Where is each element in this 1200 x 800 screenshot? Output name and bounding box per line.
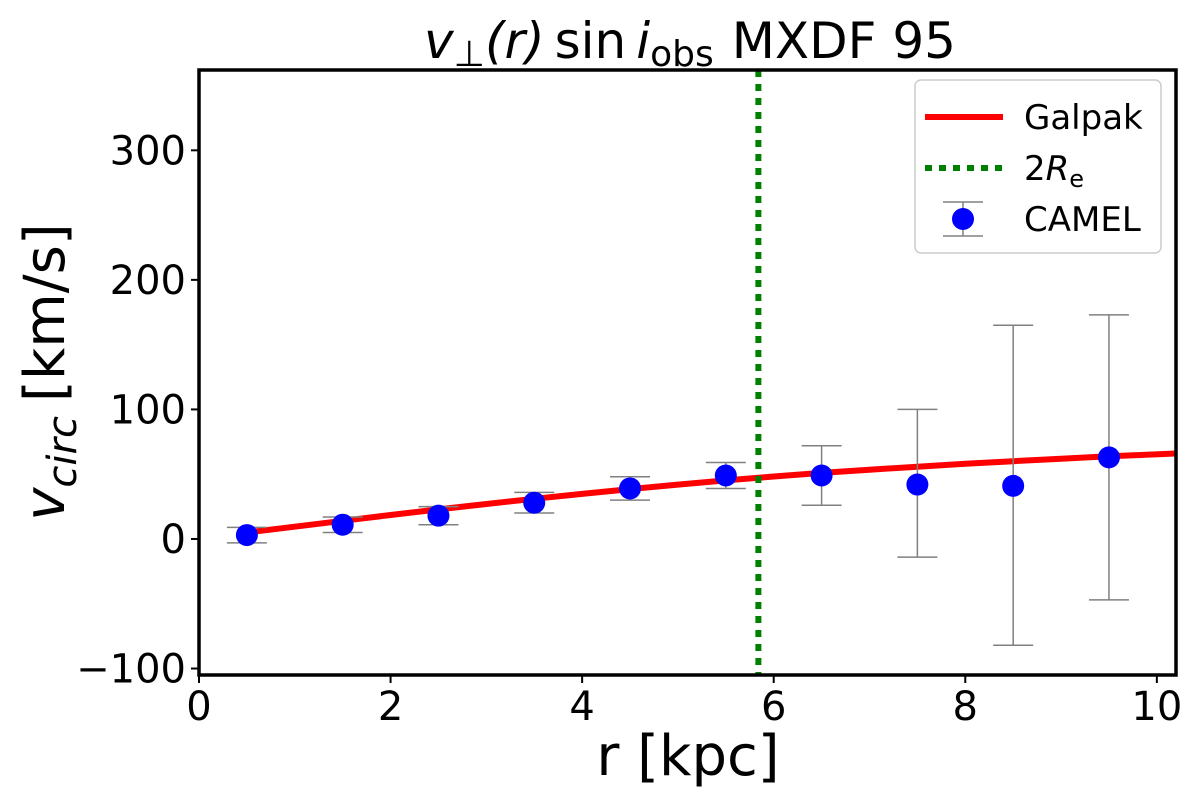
y-tick-label: −100 [76, 647, 186, 693]
legend-re-label: 2Re [1024, 149, 1084, 193]
galpak-line [246, 450, 1176, 536]
x-axis-label: r [kpc] [596, 724, 779, 789]
camel-point [906, 473, 929, 496]
legend-camel-label: CAMEL [1024, 200, 1141, 240]
x-tick-label: 10 [1131, 684, 1182, 730]
camel-point [1097, 446, 1120, 469]
y-tick-label: 200 [110, 258, 186, 304]
legend-box [914, 79, 1162, 254]
x-tick-label: 4 [569, 684, 594, 730]
camel-point [331, 513, 354, 536]
y-axis-label: vcirc[km/s] [13, 223, 86, 520]
x-tick-label: 6 [761, 684, 786, 730]
camel-point [810, 464, 833, 487]
legend-camel-marker [952, 208, 974, 230]
camel-point [1002, 474, 1025, 497]
x-tick-label: 8 [953, 684, 978, 730]
legend-galpak-label: Galpak [1024, 98, 1143, 138]
plot-frame [197, 68, 1178, 677]
camel-point [235, 524, 258, 547]
camel-point [714, 464, 737, 487]
y-tick-label: 100 [110, 387, 186, 433]
y-tick-label: 0 [161, 517, 186, 563]
y-tick-label: 300 [110, 128, 186, 174]
x-tick-label: 2 [378, 684, 403, 730]
x-tick-label: 0 [186, 684, 211, 730]
camel-point [427, 504, 450, 527]
camel-point [619, 477, 642, 500]
chart-title: v⊥(r) sin iobs MXDF 95 [424, 12, 956, 75]
camel-point [523, 491, 546, 514]
plot-area [226, 70, 1176, 675]
legend: Galpak 2Re CAMEL [914, 79, 1162, 254]
